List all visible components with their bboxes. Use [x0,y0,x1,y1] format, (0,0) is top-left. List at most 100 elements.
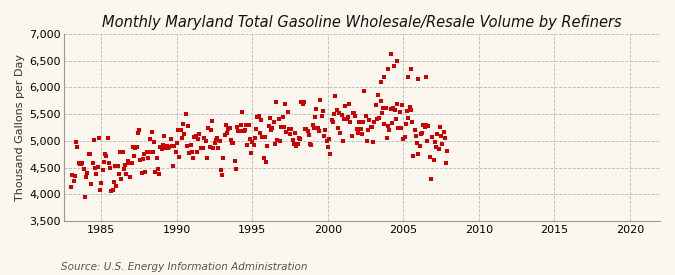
Point [367,125,377,129]
Point [389,108,400,112]
Point [330,94,341,98]
Point [169,144,180,148]
Point [419,125,430,130]
Point [246,151,256,156]
Point [132,131,143,135]
Point [281,130,292,135]
Point [346,134,357,138]
Point [176,128,186,132]
Point [413,152,424,156]
Point [263,123,274,128]
Point [266,127,277,132]
Point [92,165,103,170]
Point [427,134,437,139]
Point [354,120,364,124]
Point [117,150,128,154]
Text: Source: U.S. Energy Information Administration: Source: U.S. Energy Information Administ… [61,262,307,272]
Point [212,135,223,140]
Point [345,120,356,125]
Point [333,111,344,115]
Point [410,134,421,138]
Point [126,161,137,165]
Point [224,125,235,130]
Point [248,142,259,147]
Point [305,142,316,146]
Point [403,116,414,120]
Point [222,130,233,135]
Point [421,75,431,79]
Point [373,92,383,97]
Point [380,106,391,110]
Point [238,128,249,133]
Point [252,115,263,119]
Point [359,89,370,93]
Point [416,131,427,136]
Point [82,171,93,175]
Point [285,132,296,136]
Point [97,168,108,172]
Point [358,119,369,124]
Point [311,107,322,111]
Point [148,149,159,154]
Point [101,153,112,158]
Point [287,138,298,142]
Point [244,136,255,141]
Point [349,111,360,115]
Point [74,161,84,165]
Point [339,117,350,122]
Point [157,143,168,148]
Point [83,152,94,157]
Point [336,113,347,118]
Point [378,106,389,110]
Point [340,104,351,108]
Point [223,127,234,132]
Point [297,102,308,106]
Point [282,110,293,114]
Point [442,148,453,153]
Point [90,166,101,170]
Point [70,174,80,178]
Point [105,166,115,170]
Point [193,137,204,141]
Point [316,114,327,119]
Point [412,141,423,145]
Point [100,152,111,156]
Point [437,142,448,146]
Point [160,146,171,151]
Point [379,122,390,127]
Point [135,158,146,163]
Point [393,126,404,130]
Point [219,133,230,137]
Point [348,110,358,115]
Point [371,116,382,121]
Point [365,124,376,129]
Point [173,128,184,132]
Point [327,120,338,125]
Point [217,173,227,177]
Point [402,108,412,113]
Point [397,103,408,107]
Point [377,111,387,115]
Point [165,137,176,141]
Point [186,150,197,154]
Point [189,134,200,139]
Point [151,155,162,160]
Point [218,156,229,161]
Point [195,146,206,150]
Point [232,125,242,129]
Point [166,144,177,148]
Point [320,127,331,132]
Point [298,99,309,104]
Point [269,142,280,146]
Point [253,114,264,118]
Point [250,136,261,140]
Point [159,134,169,138]
Point [250,127,261,131]
Point [96,180,107,185]
Point [91,172,102,177]
Point [215,167,226,172]
Point [134,128,144,133]
Point [368,140,379,144]
Point [237,109,248,114]
Point [141,150,152,154]
